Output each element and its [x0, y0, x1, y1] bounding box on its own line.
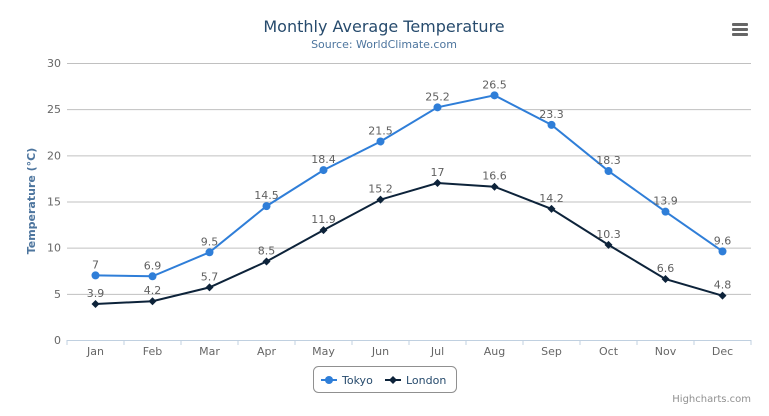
- data-label-london: 5.7: [201, 270, 219, 283]
- data-label-tokyo: 18.3: [596, 154, 621, 167]
- data-point-london[interactable]: [148, 297, 157, 306]
- legend: Tokyo London: [313, 366, 457, 393]
- data-point-london[interactable]: [718, 291, 727, 300]
- data-label-tokyo: 14.5: [254, 189, 279, 202]
- data-label-london: 15.2: [368, 183, 393, 196]
- legend-circle-marker: [325, 376, 333, 384]
- data-point-tokyo[interactable]: [604, 167, 613, 176]
- data-label-london: 10.3: [596, 228, 621, 241]
- data-label-london: 16.6: [482, 170, 507, 183]
- data-label-london: 8.5: [258, 245, 276, 258]
- data-label-tokyo: 9.5: [201, 235, 219, 248]
- x-tick-label: Jan: [86, 345, 104, 358]
- data-label-tokyo: 6.9: [144, 259, 162, 272]
- x-tick-label: Mar: [199, 345, 220, 358]
- data-label-tokyo: 25.2: [425, 90, 450, 103]
- data-point-london[interactable]: [661, 275, 670, 284]
- data-point-tokyo[interactable]: [661, 207, 670, 216]
- data-point-london[interactable]: [604, 240, 613, 249]
- y-tick-label: 5: [54, 288, 61, 301]
- x-tick-label: Feb: [143, 345, 162, 358]
- x-tick-label: Nov: [655, 345, 677, 358]
- data-point-london[interactable]: [376, 195, 385, 204]
- legend-item-tokyo[interactable]: Tokyo: [321, 374, 373, 387]
- data-point-tokyo[interactable]: [376, 137, 385, 146]
- data-point-london[interactable]: [433, 179, 442, 188]
- data-label-tokyo: 26.5: [482, 78, 507, 91]
- x-tick-label: Sep: [541, 345, 562, 358]
- data-point-london[interactable]: [91, 299, 100, 308]
- data-label-london: 14.2: [539, 192, 564, 205]
- legend-item-london[interactable]: London: [385, 374, 446, 387]
- data-point-london[interactable]: [319, 226, 328, 235]
- legend-label-london: London: [406, 374, 446, 387]
- data-point-tokyo[interactable]: [718, 247, 727, 256]
- data-label-london: 17: [431, 166, 445, 179]
- y-tick-label: 10: [47, 242, 61, 255]
- data-label-tokyo: 13.9: [653, 195, 678, 208]
- x-tick-label: Jun: [371, 345, 389, 358]
- data-point-tokyo[interactable]: [433, 103, 442, 112]
- data-point-tokyo[interactable]: [262, 202, 271, 211]
- data-point-london[interactable]: [205, 283, 214, 292]
- data-point-london[interactable]: [262, 257, 271, 266]
- x-tick-label: Jul: [430, 345, 444, 358]
- data-label-tokyo: 9.6: [714, 234, 732, 247]
- data-point-london[interactable]: [547, 204, 556, 213]
- y-tick-label: 20: [47, 149, 61, 162]
- data-point-tokyo[interactable]: [205, 248, 214, 257]
- data-label-tokyo: 7: [92, 258, 99, 271]
- y-tick-label: 25: [47, 103, 61, 116]
- data-label-london: 4.2: [144, 284, 162, 297]
- data-label-tokyo: 18.4: [311, 153, 336, 166]
- legend-label-tokyo: Tokyo: [341, 374, 373, 387]
- data-point-tokyo[interactable]: [547, 120, 556, 129]
- data-label-london: 11.9: [311, 213, 336, 226]
- data-label-london: 6.6: [657, 262, 675, 275]
- hamburger-menu-icon[interactable]: [728, 18, 754, 42]
- y-axis-title: Temperature (°C): [25, 148, 38, 255]
- data-label-tokyo: 21.5: [368, 124, 393, 137]
- x-tick-label: Oct: [599, 345, 619, 358]
- x-tick-label: Dec: [712, 345, 733, 358]
- chart-title: Monthly Average Temperature: [263, 17, 504, 36]
- y-tick-label: 0: [54, 334, 61, 347]
- chart-subtitle: Source: WorldClimate.com: [311, 38, 457, 51]
- data-point-tokyo[interactable]: [91, 271, 100, 280]
- data-label-tokyo: 23.3: [539, 108, 564, 121]
- data-point-tokyo[interactable]: [490, 91, 499, 100]
- series-line-london: [95, 182, 723, 305]
- x-tick-label: Aug: [484, 345, 505, 358]
- data-point-london[interactable]: [490, 182, 499, 191]
- series-line-tokyo: [95, 94, 724, 278]
- credits-link[interactable]: Highcharts.com: [672, 394, 751, 405]
- x-tick-label: Apr: [257, 345, 277, 358]
- data-label-london: 4.8: [714, 279, 732, 292]
- x-tick-label: May: [312, 345, 335, 358]
- data-label-london: 3.9: [87, 287, 105, 300]
- legend-diamond-marker: [389, 376, 397, 384]
- y-tick-label: 30: [47, 57, 61, 70]
- y-tick-label: 15: [47, 196, 61, 209]
- data-point-tokyo[interactable]: [148, 272, 157, 281]
- data-point-tokyo[interactable]: [319, 166, 328, 175]
